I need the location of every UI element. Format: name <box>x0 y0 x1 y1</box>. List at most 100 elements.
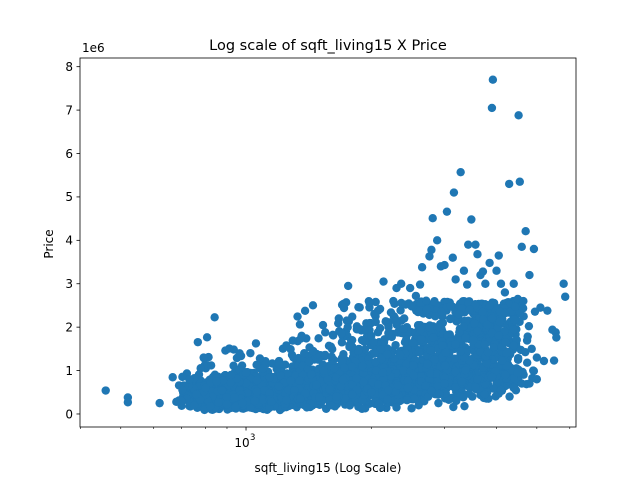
data-point <box>178 385 187 395</box>
data-point <box>446 314 455 323</box>
data-point <box>396 306 405 315</box>
data-point <box>241 378 251 388</box>
data-point <box>371 317 380 327</box>
data-point <box>214 398 223 407</box>
data-point <box>423 359 432 369</box>
data-point <box>205 401 215 411</box>
data-point <box>391 387 400 397</box>
data-point <box>357 404 367 413</box>
data-point <box>375 304 385 314</box>
data-point <box>325 385 334 394</box>
data-point <box>456 347 465 356</box>
data-point <box>373 328 383 337</box>
data-point <box>357 335 367 345</box>
data-point <box>473 375 482 384</box>
data-point <box>500 308 510 318</box>
y-tick-label: 1 <box>65 364 73 378</box>
data-point <box>295 320 305 329</box>
data-point <box>189 401 199 410</box>
data-point <box>514 111 523 120</box>
data-point <box>509 383 518 393</box>
data-point <box>440 379 449 388</box>
data-point <box>403 376 413 385</box>
data-point <box>524 321 534 331</box>
data-point <box>337 338 347 347</box>
data-point <box>480 340 490 349</box>
data-point <box>217 386 227 395</box>
data-point <box>417 263 427 272</box>
data-point <box>459 266 469 275</box>
data-point <box>460 401 469 411</box>
data-point <box>522 358 532 367</box>
data-point <box>432 236 442 245</box>
data-point <box>400 314 409 323</box>
data-point <box>414 348 424 357</box>
data-point <box>487 372 497 382</box>
data-point <box>414 401 423 410</box>
data-point <box>425 323 434 333</box>
data-point <box>525 270 534 280</box>
data-point <box>539 356 549 366</box>
data-point <box>407 404 416 413</box>
data-point <box>456 167 465 177</box>
y-axis-label: Price <box>42 229 56 258</box>
data-point <box>549 356 559 365</box>
data-point <box>478 267 488 276</box>
data-point <box>483 347 493 357</box>
data-point <box>459 353 469 363</box>
data-point <box>441 348 451 357</box>
data-point <box>289 353 298 362</box>
data-point <box>402 396 412 405</box>
data-point <box>265 373 274 382</box>
data-point <box>359 377 368 387</box>
data-point <box>496 385 506 395</box>
data-point <box>320 350 330 360</box>
data-point <box>382 350 392 359</box>
data-point <box>509 325 518 334</box>
data-point <box>442 207 452 216</box>
data-point <box>521 347 530 357</box>
data-point <box>517 242 526 252</box>
data-point <box>384 385 393 395</box>
data-point <box>411 291 421 301</box>
data-point <box>352 374 361 383</box>
data-point <box>376 345 385 354</box>
data-point <box>461 333 470 343</box>
data-point <box>403 383 413 393</box>
data-point <box>371 366 381 375</box>
data-point <box>527 344 536 354</box>
plot-frame <box>79 57 577 428</box>
x-axis-label: sqft_living15 (Log Scale) <box>255 461 402 475</box>
data-point <box>532 375 542 384</box>
data-point <box>328 331 338 340</box>
data-point <box>400 338 410 347</box>
data-point <box>440 260 449 270</box>
data-point <box>448 253 457 262</box>
data-point <box>391 340 400 350</box>
data-point <box>480 379 490 389</box>
data-point <box>251 339 261 348</box>
data-point <box>302 403 312 412</box>
data-point <box>358 361 367 371</box>
data-point <box>480 390 490 399</box>
data-point <box>206 361 216 370</box>
data-point <box>293 312 302 321</box>
data-point <box>509 279 518 288</box>
data-point <box>367 331 376 341</box>
y-tick-label: 6 <box>65 147 73 161</box>
data-point <box>319 366 329 375</box>
data-point <box>405 283 415 293</box>
data-point <box>471 382 480 392</box>
data-point <box>326 342 336 351</box>
data-point <box>379 277 388 286</box>
data-point <box>441 388 451 398</box>
data-point <box>300 349 309 358</box>
data-point <box>455 327 464 337</box>
data-point <box>489 384 498 393</box>
y-tick-label: 3 <box>65 277 73 291</box>
data-point <box>392 403 401 412</box>
data-point <box>226 378 236 387</box>
data-point <box>414 307 423 317</box>
data-point <box>408 338 418 348</box>
